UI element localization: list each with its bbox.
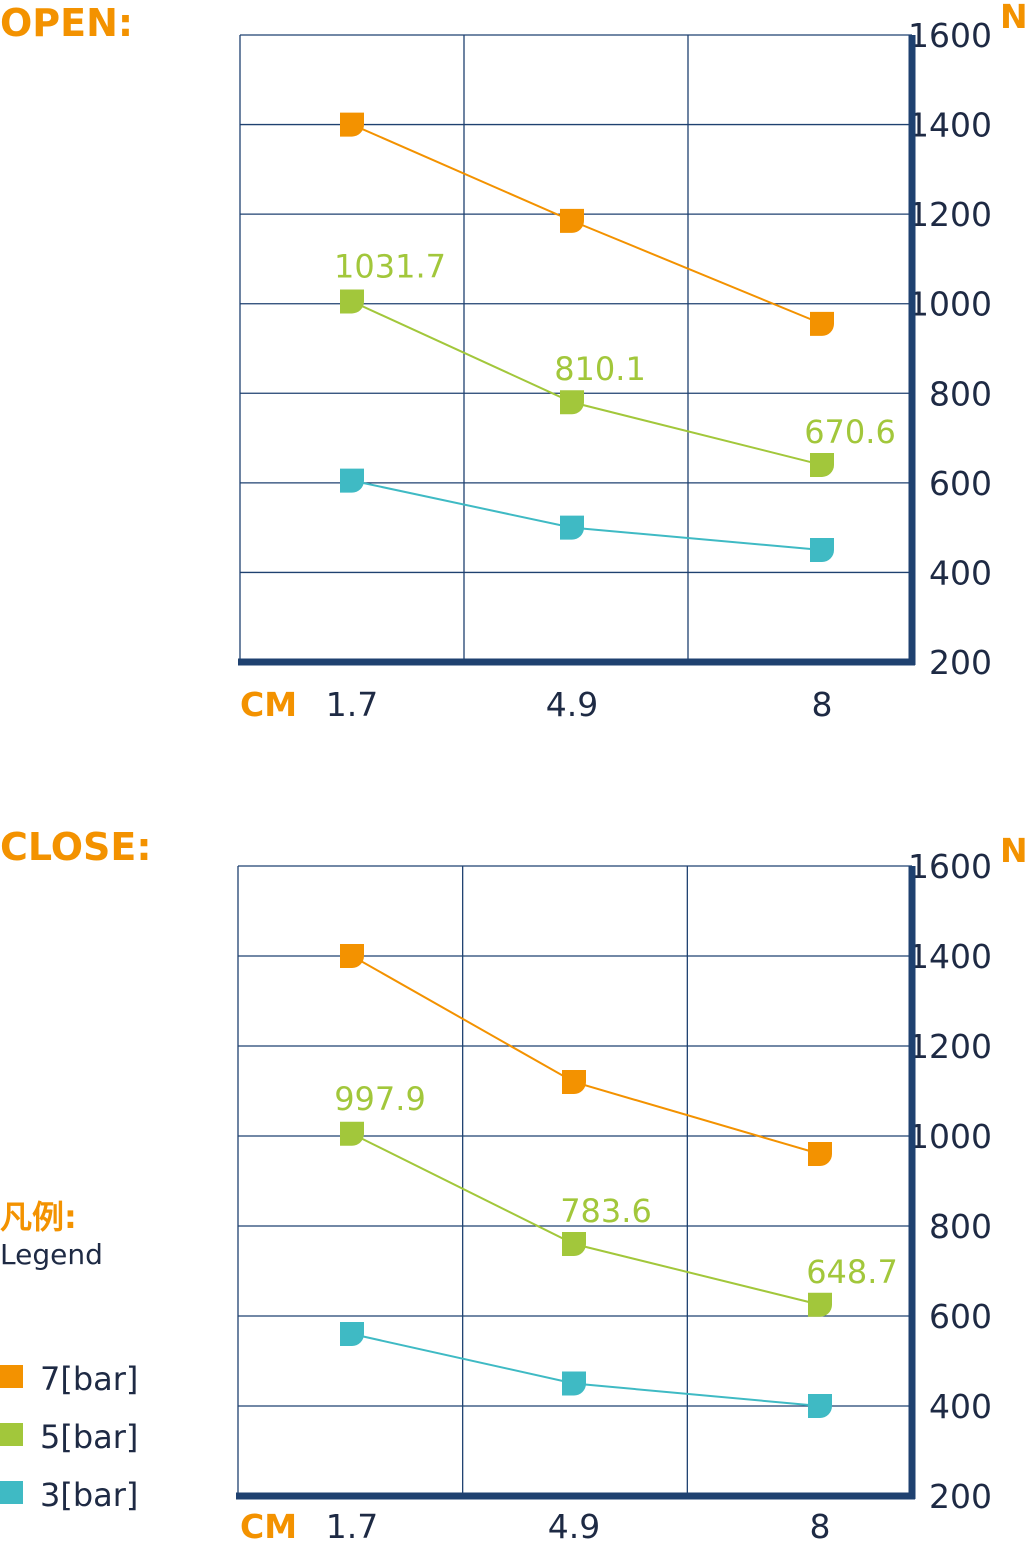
x-tick-label: 8 (812, 685, 833, 724)
x-axis-unit: CM (240, 1507, 297, 1546)
y-tick-label: 200 (929, 643, 992, 682)
data-point-marker (340, 468, 364, 493)
y-tick-label: 800 (929, 374, 992, 413)
data-point-marker (562, 1232, 586, 1256)
y-tick-label: 1200 (908, 195, 992, 234)
y-tick-label: 1200 (908, 1027, 992, 1066)
data-point-marker (560, 515, 584, 540)
x-tick-label: 4.9 (546, 685, 598, 724)
series-line (351, 1333, 821, 1407)
y-axis-unit: N (1000, 0, 1027, 36)
data-label: 648.7 (806, 1253, 898, 1291)
data-point-marker (340, 1322, 364, 1346)
y-tick-label: 1600 (908, 16, 992, 55)
data-point-marker (810, 311, 834, 336)
series-line (351, 123, 823, 325)
data-point-marker (560, 208, 584, 233)
legend-swatch (0, 1365, 23, 1388)
y-tick-label: 200 (929, 1477, 992, 1516)
y-tick-label: 1000 (908, 1117, 992, 1156)
chart-title: OPEN: (0, 1, 133, 45)
y-axis-unit: N (1000, 831, 1027, 870)
legend-swatch (0, 1481, 23, 1504)
x-tick-label: 1.7 (326, 685, 378, 724)
legend-item-label: 7[bar] (40, 1360, 138, 1398)
data-point-marker (340, 112, 364, 137)
y-tick-label: 800 (929, 1207, 992, 1246)
data-point-marker (560, 390, 584, 415)
y-tick-label: 600 (929, 1297, 992, 1336)
data-point-marker (808, 1292, 832, 1317)
y-tick-label: 400 (929, 1387, 992, 1426)
data-point-marker (562, 1371, 586, 1396)
y-tick-label: 600 (929, 464, 992, 503)
series-line (351, 955, 821, 1155)
x-tick-label: 1.7 (326, 1507, 378, 1546)
data-point-marker (810, 452, 834, 477)
x-tick-label: 8 (810, 1507, 831, 1546)
data-label: 810.1 (554, 350, 646, 388)
y-tick-label: 400 (929, 553, 992, 592)
x-tick-label: 4.9 (548, 1507, 600, 1546)
data-label: 670.6 (804, 413, 896, 451)
y-tick-label: 1600 (908, 847, 992, 886)
legend-item-label: 3[bar] (40, 1476, 138, 1514)
data-point-marker (340, 1121, 364, 1146)
data-point-marker (808, 1142, 832, 1166)
data-point-marker (340, 944, 364, 968)
chart-title: CLOSE: (0, 825, 152, 869)
y-tick-label: 1000 (908, 285, 992, 324)
legend-item-label: 5[bar] (40, 1418, 138, 1456)
data-label: 997.9 (334, 1080, 426, 1118)
y-tick-label: 1400 (908, 106, 992, 145)
y-tick-label: 1400 (908, 937, 992, 976)
data-label: 783.6 (560, 1192, 652, 1230)
legend-swatch (0, 1423, 23, 1446)
legend-subtitle: Legend (0, 1238, 103, 1271)
legend-title: 凡例: (0, 1198, 77, 1236)
x-axis-unit: CM (240, 685, 297, 724)
data-label: 1031.7 (334, 247, 446, 285)
data-point-marker (562, 1070, 586, 1094)
data-point-marker (810, 538, 834, 563)
data-point-marker (808, 1394, 832, 1418)
data-point-marker (340, 289, 364, 314)
series-line (351, 479, 823, 552)
